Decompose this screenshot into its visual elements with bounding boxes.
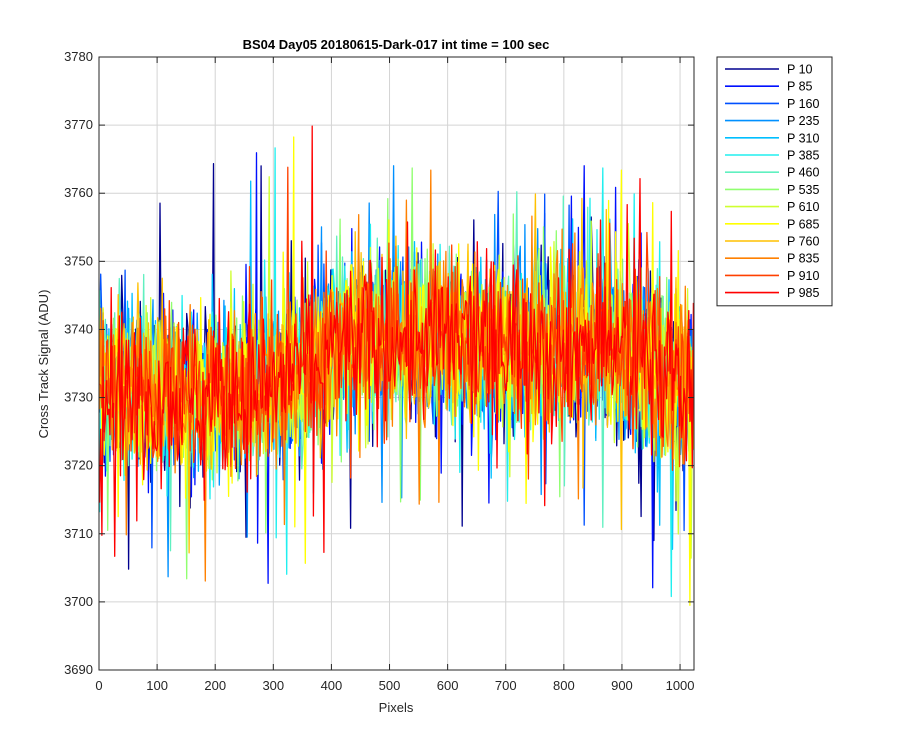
x-tick-label: 1000	[666, 678, 695, 693]
legend-item: P 760	[725, 235, 819, 249]
y-axis-ticks: 3690 3700 3710 3720 3730 3740 3750 3760 3770 3780	[64, 49, 694, 677]
legend-item: P 310	[725, 131, 819, 145]
legend-label: P 310	[787, 131, 819, 145]
legend-item: P 985	[725, 286, 819, 300]
legend-item: P 85	[725, 80, 813, 94]
legend-label: P 760	[787, 235, 819, 249]
plot-border	[98, 56, 695, 671]
legend: P 10 P 85 P 160 P 235 P 310 P 385 P 460 P 535 P …	[716, 56, 833, 307]
legend-item: P 910	[725, 269, 819, 283]
legend-label: P 235	[787, 114, 819, 128]
y-tick-label: 3720	[64, 458, 93, 473]
legend-label: P 160	[787, 97, 819, 111]
legend-label: P 85	[787, 80, 813, 94]
legend-label: P 460	[787, 166, 819, 180]
y-tick-label: 3690	[64, 662, 93, 677]
legend-item: P 610	[725, 200, 819, 214]
x-tick-label: 600	[437, 678, 459, 693]
x-tick-label: 700	[495, 678, 517, 693]
legend-items: P 10 P 85 P 160 P 235 P 310 P 385 P 460 P 535 P …	[725, 63, 819, 300]
chart-title: BS04 Day05 20180615-Dark-017 int time = …	[243, 37, 550, 52]
legend-item: P 160	[725, 97, 819, 111]
legend-item: P 235	[725, 114, 819, 128]
legend-item: P 535	[725, 183, 819, 197]
y-tick-label: 3710	[64, 526, 93, 541]
data-series-group	[98, 125, 695, 606]
legend-label: P 535	[787, 183, 819, 197]
legend-item: P 385	[725, 149, 819, 163]
x-tick-label: 400	[321, 678, 343, 693]
y-tick-label: 3700	[64, 594, 93, 609]
legend-item: P 835	[725, 252, 819, 266]
y-tick-label: 3760	[64, 185, 93, 200]
legend-label: P 10	[787, 63, 813, 77]
series-line-p-985	[98, 125, 695, 557]
legend-box	[716, 56, 833, 307]
legend-label: P 910	[787, 269, 819, 283]
y-tick-label: 3740	[64, 321, 93, 336]
y-axis-label: Cross Track Signal (ADU)	[36, 290, 51, 439]
legend-label: P 685	[787, 217, 819, 231]
y-tick-label: 3770	[64, 117, 93, 132]
y-tick-label: 3730	[64, 390, 93, 405]
legend-item: P 685	[725, 217, 819, 231]
x-tick-label: 0	[95, 678, 102, 693]
legend-label: P 985	[787, 286, 819, 300]
x-tick-label: 300	[262, 678, 284, 693]
x-axis-label: Pixels	[379, 700, 414, 715]
legend-item: P 10	[725, 63, 813, 77]
y-tick-label: 3750	[64, 253, 93, 268]
x-tick-label: 500	[379, 678, 401, 693]
series-line-p-910	[99, 166, 695, 480]
x-tick-label: 200	[204, 678, 226, 693]
x-tick-label: 900	[611, 678, 633, 693]
x-axis-ticks: 0 100 200 300 400 500 600 700 800 900 1000	[95, 57, 695, 693]
y-tick-label: 3780	[64, 49, 93, 64]
legend-label: P 385	[787, 149, 819, 163]
x-tick-label: 800	[553, 678, 575, 693]
x-tick-label: 100	[146, 678, 168, 693]
legend-item: P 460	[725, 166, 819, 180]
legend-label: P 835	[787, 252, 819, 266]
axes: 0 100 200 300 400 500 600 700 800 900 1000 3690 370…	[64, 49, 694, 693]
legend-label: P 610	[787, 200, 819, 214]
